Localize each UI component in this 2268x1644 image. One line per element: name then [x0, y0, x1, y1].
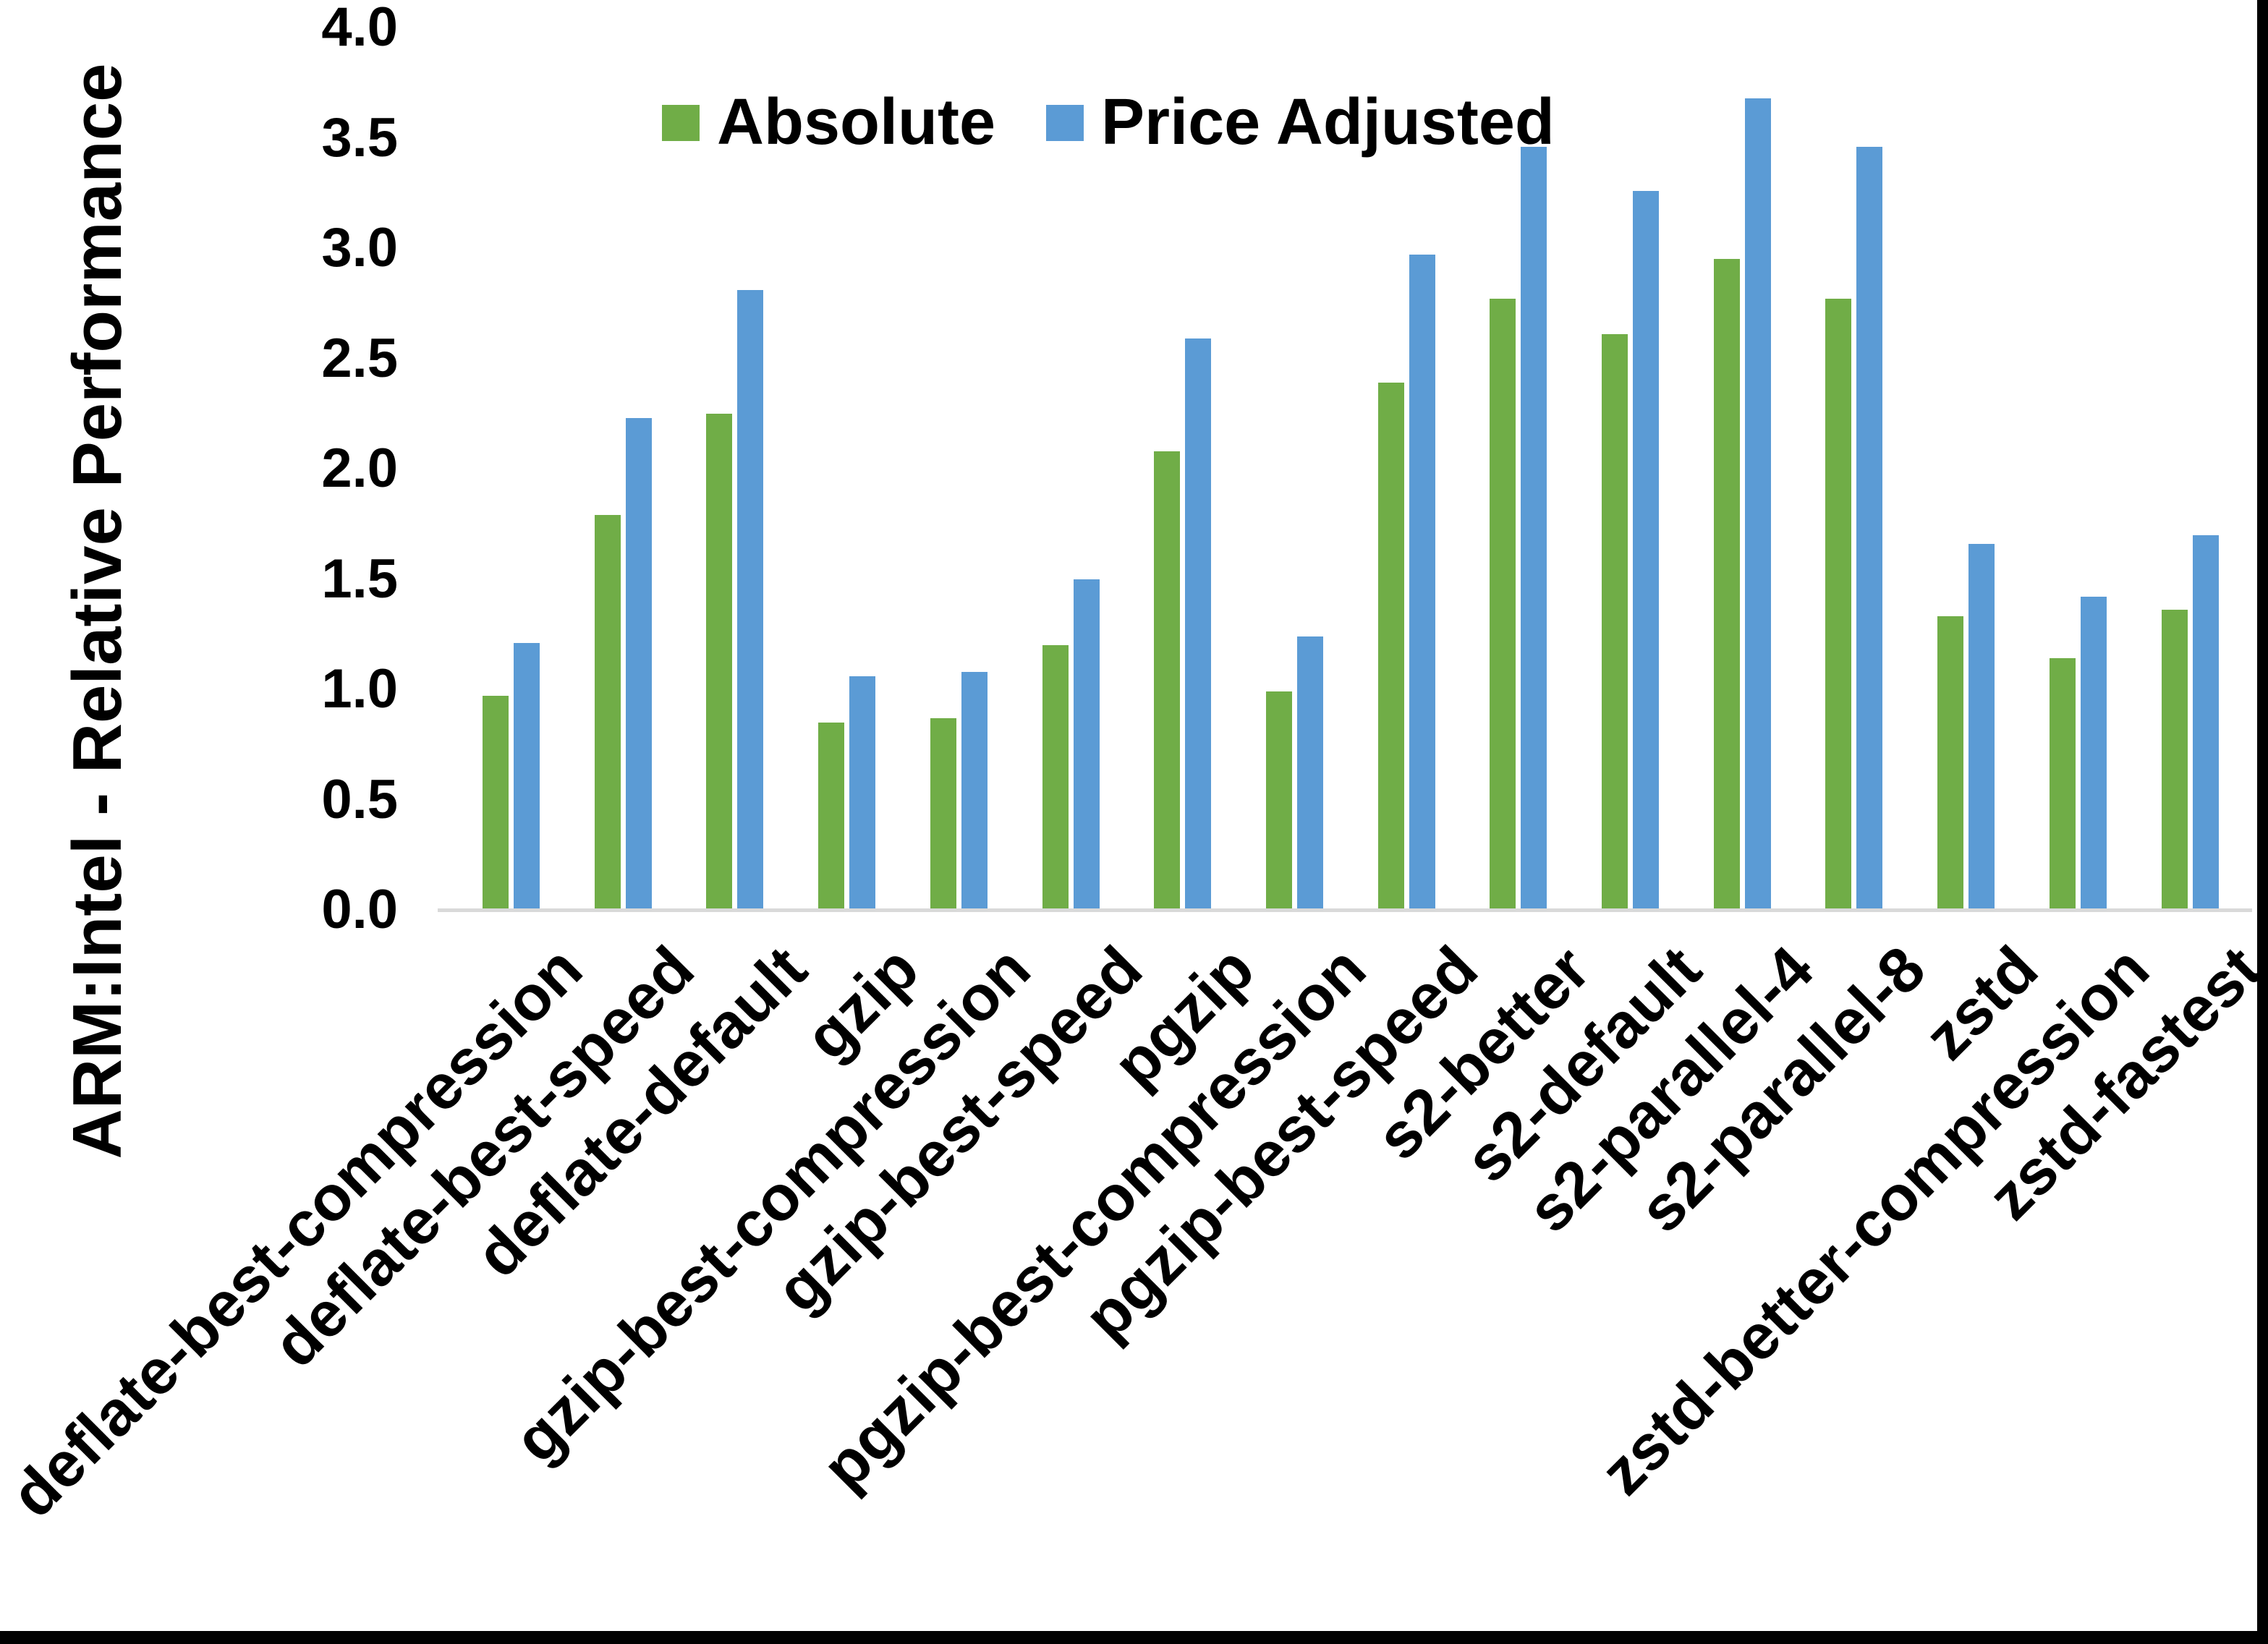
- bar-price-adjusted: [1185, 338, 1211, 910]
- bar-price-adjusted: [849, 676, 875, 910]
- x-axis-line: [438, 908, 2252, 912]
- bar-price-adjusted: [2081, 597, 2107, 910]
- y-tick-label: 3.0: [321, 217, 398, 278]
- y-tick-label: 1.5: [321, 548, 398, 610]
- bar-absolute: [2162, 610, 2188, 910]
- legend: Absolute Price Adjusted: [662, 85, 1555, 160]
- bar-absolute: [595, 515, 621, 910]
- bar-absolute: [818, 723, 844, 910]
- bar-price-adjusted: [737, 290, 763, 910]
- bar-absolute: [1378, 383, 1404, 910]
- bar-price-adjusted: [626, 418, 652, 910]
- bar-absolute: [483, 696, 509, 910]
- y-tick-label: 2.0: [321, 438, 398, 499]
- bar-price-adjusted: [1521, 147, 1547, 910]
- bar-absolute: [1825, 299, 1851, 910]
- image-border-bottom: [0, 1631, 2268, 1644]
- bar-price-adjusted: [1968, 544, 1995, 910]
- legend-swatch-price-adjusted-icon: [1046, 104, 1084, 141]
- bar-price-adjusted: [961, 672, 988, 910]
- bar-absolute: [930, 718, 956, 910]
- bar-absolute: [1602, 334, 1628, 910]
- bar-absolute: [2050, 658, 2076, 910]
- y-tick-label: 1.0: [321, 658, 398, 720]
- bar-price-adjusted: [1856, 147, 1882, 910]
- bar-price-adjusted: [2193, 535, 2219, 911]
- bar-absolute: [1714, 259, 1740, 910]
- bar-price-adjusted: [1297, 636, 1323, 910]
- image-border-right: [2257, 0, 2268, 1644]
- bar-price-adjusted: [1409, 255, 1435, 910]
- legend-label-absolute: Absolute: [717, 86, 996, 158]
- bar-price-adjusted: [1074, 579, 1100, 911]
- bar-absolute: [1937, 616, 1963, 910]
- y-tick-label: 4.0: [321, 0, 398, 58]
- bar-absolute: [706, 414, 732, 910]
- y-tick-label: 0.5: [321, 768, 398, 830]
- bar-absolute: [1042, 645, 1069, 910]
- plot-area: [483, 98, 2219, 911]
- bar-absolute: [1154, 451, 1180, 910]
- y-tick-label: 2.5: [321, 327, 398, 389]
- bar-price-adjusted: [514, 643, 540, 910]
- y-tick-label: 0.0: [321, 879, 398, 940]
- bar-absolute: [1266, 691, 1292, 910]
- bar-price-adjusted: [1745, 98, 1771, 910]
- legend-label-price-adjusted: Price Adjusted: [1101, 86, 1555, 158]
- bar-absolute: [1490, 299, 1516, 910]
- legend-swatch-absolute-icon: [662, 104, 700, 141]
- y-tick-label: 3.5: [321, 106, 398, 169]
- bar-price-adjusted: [1633, 191, 1659, 910]
